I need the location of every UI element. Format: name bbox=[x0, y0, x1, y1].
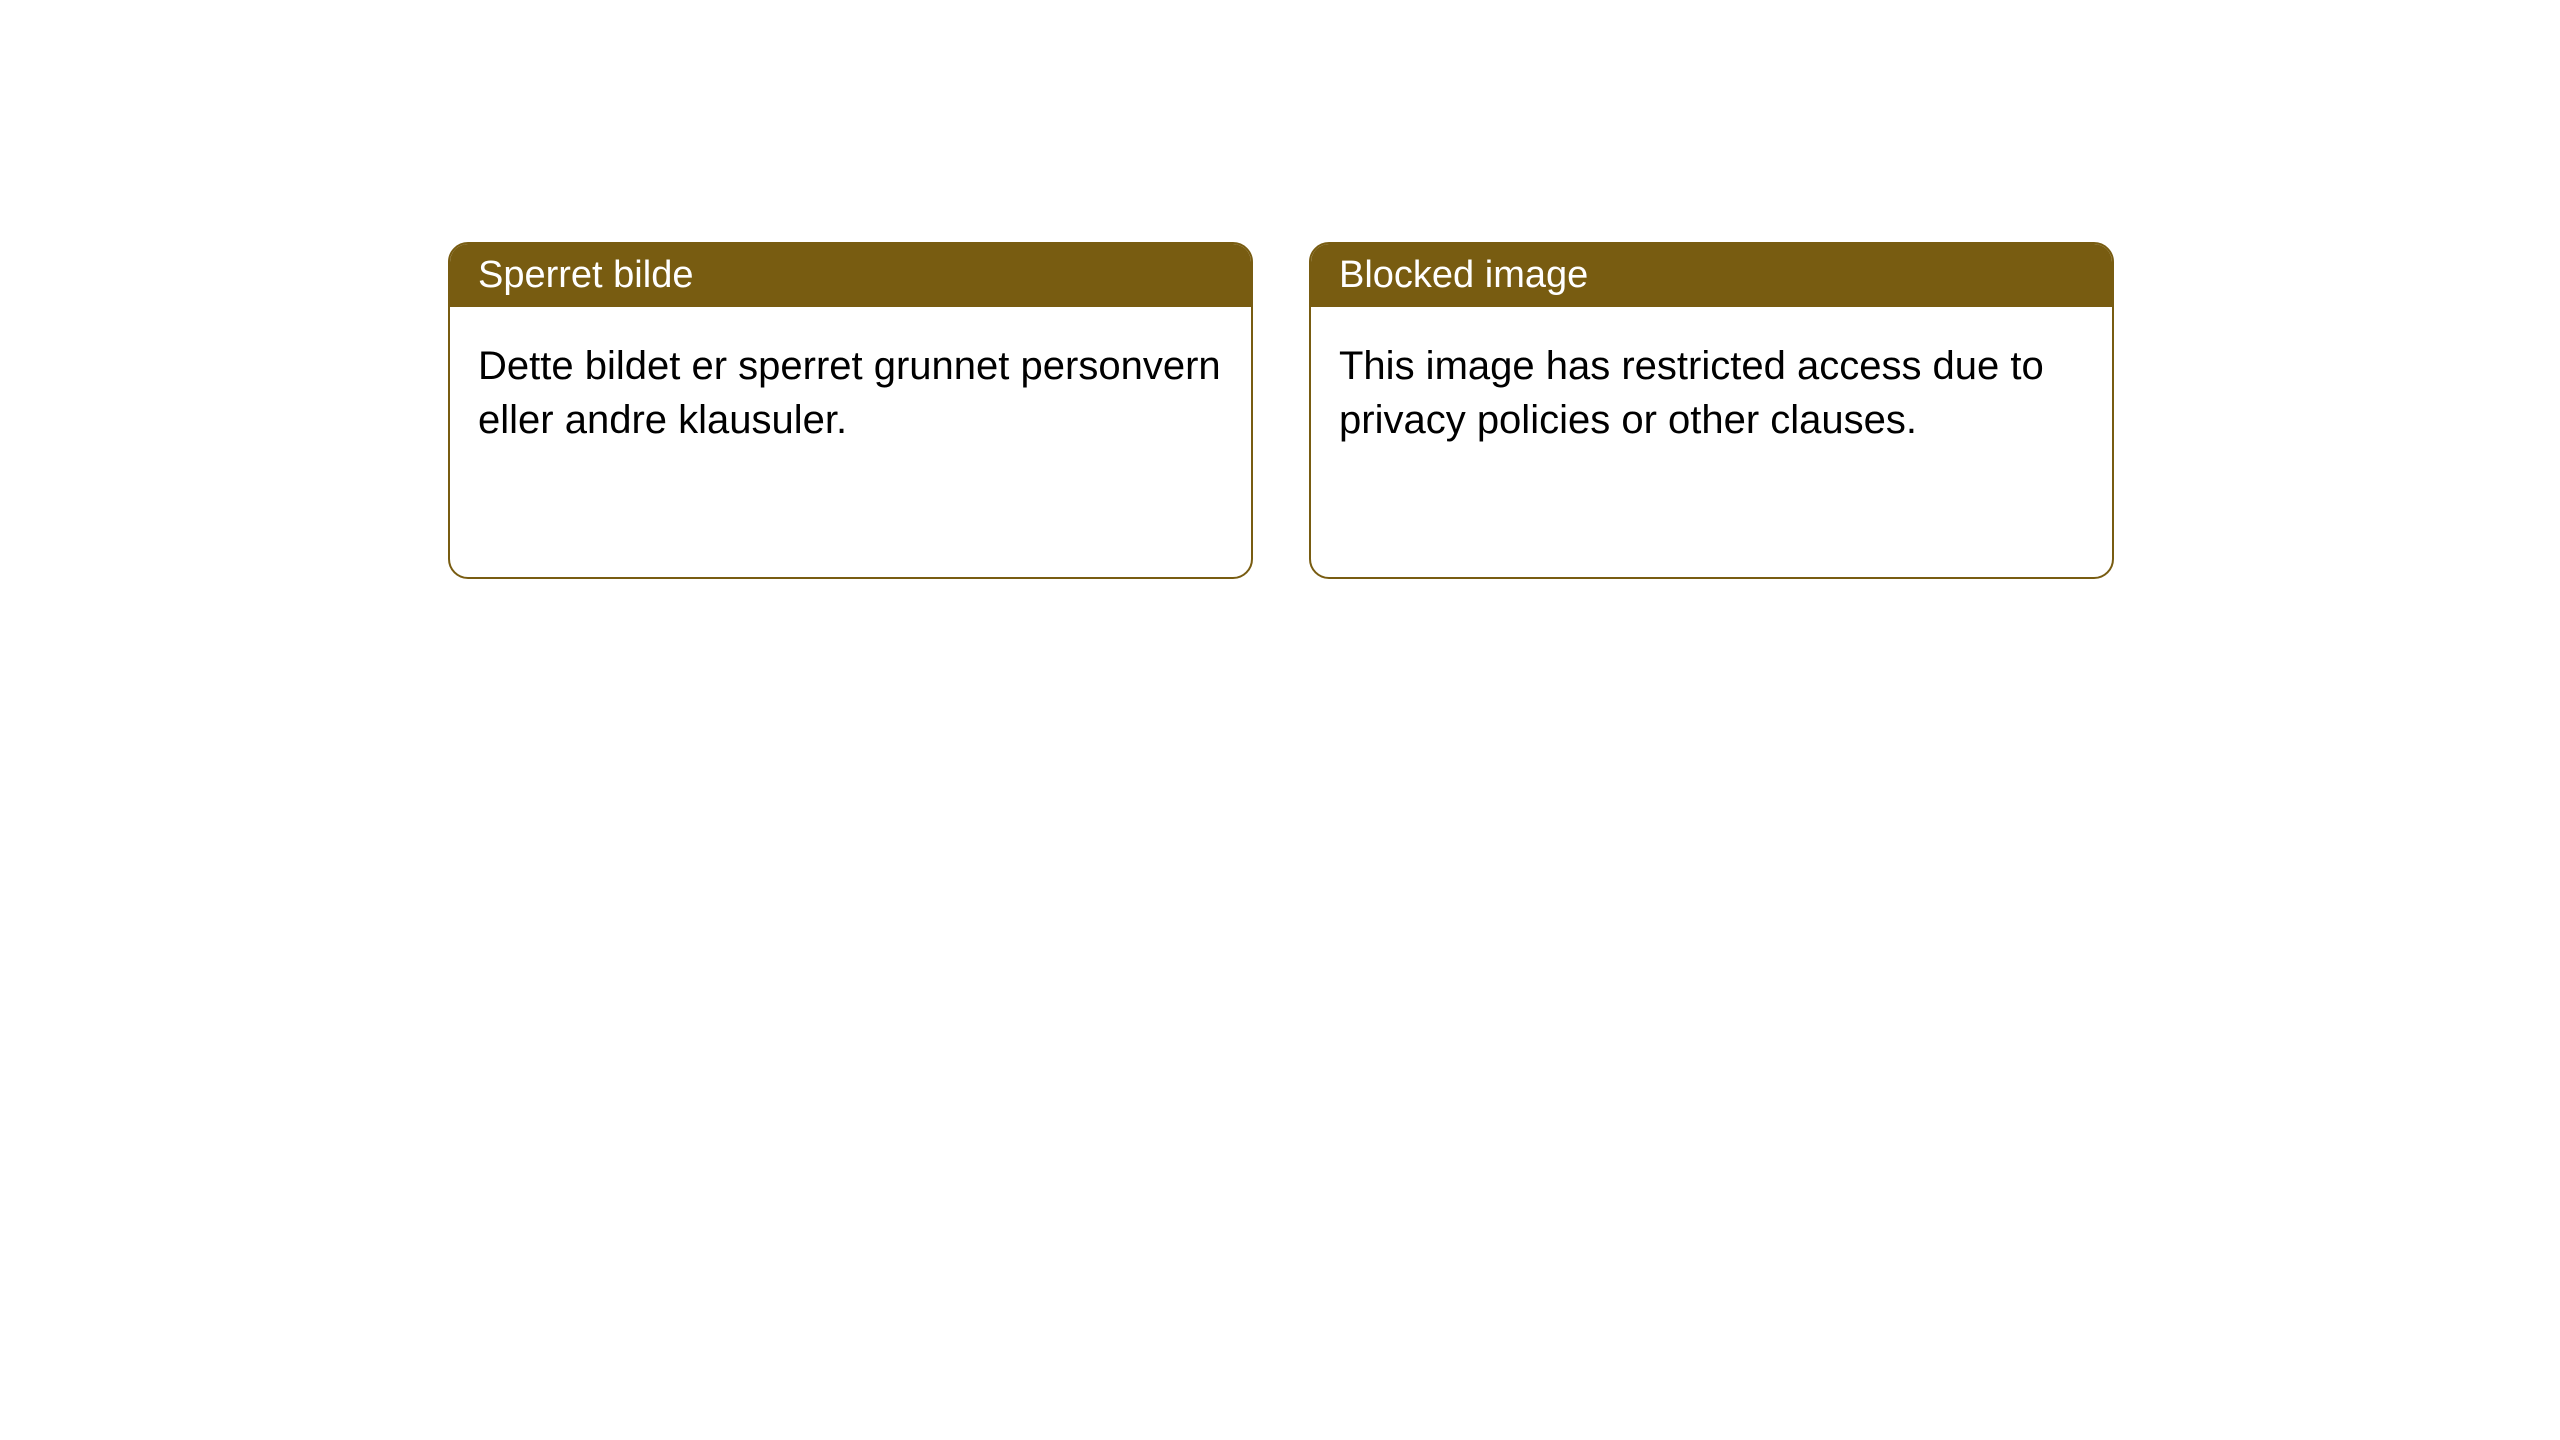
notice-card-english: Blocked image This image has restricted … bbox=[1309, 242, 2114, 579]
notice-card-text: Dette bildet er sperret grunnet personve… bbox=[478, 344, 1221, 442]
notice-card-norwegian: Sperret bilde Dette bildet er sperret gr… bbox=[448, 242, 1253, 579]
notice-card-title: Blocked image bbox=[1339, 254, 1588, 296]
notice-card-header: Sperret bilde bbox=[450, 244, 1251, 307]
notice-card-header: Blocked image bbox=[1311, 244, 2112, 307]
notice-card-body: This image has restricted access due to … bbox=[1311, 307, 2112, 577]
notice-card-title: Sperret bilde bbox=[478, 254, 693, 296]
notice-card-body: Dette bildet er sperret grunnet personve… bbox=[450, 307, 1251, 577]
notice-cards-container: Sperret bilde Dette bildet er sperret gr… bbox=[448, 242, 2114, 579]
notice-card-text: This image has restricted access due to … bbox=[1339, 344, 2044, 442]
